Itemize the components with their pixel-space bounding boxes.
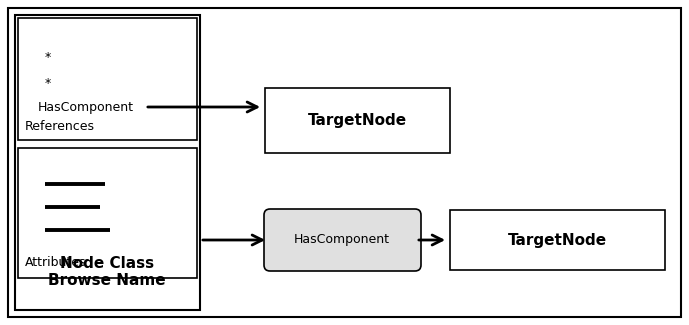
Bar [18,18,197,140]
Text: *: * [45,51,51,64]
Bar [450,210,665,270]
Text: Attributes: Attributes [25,255,87,268]
Bar [265,88,450,153]
Text: HasComponent: HasComponent [294,233,390,246]
Text: References: References [25,120,95,133]
Bar [18,148,197,278]
Bar [15,15,200,310]
Text: TargetNode: TargetNode [507,232,606,248]
Text: *: * [45,77,51,90]
FancyBboxPatch shape [264,209,421,271]
Text: HasComponent: HasComponent [38,100,134,113]
Text: Node Class
Browse Name: Node Class Browse Name [48,256,166,288]
Text: TargetNode: TargetNode [307,112,407,127]
